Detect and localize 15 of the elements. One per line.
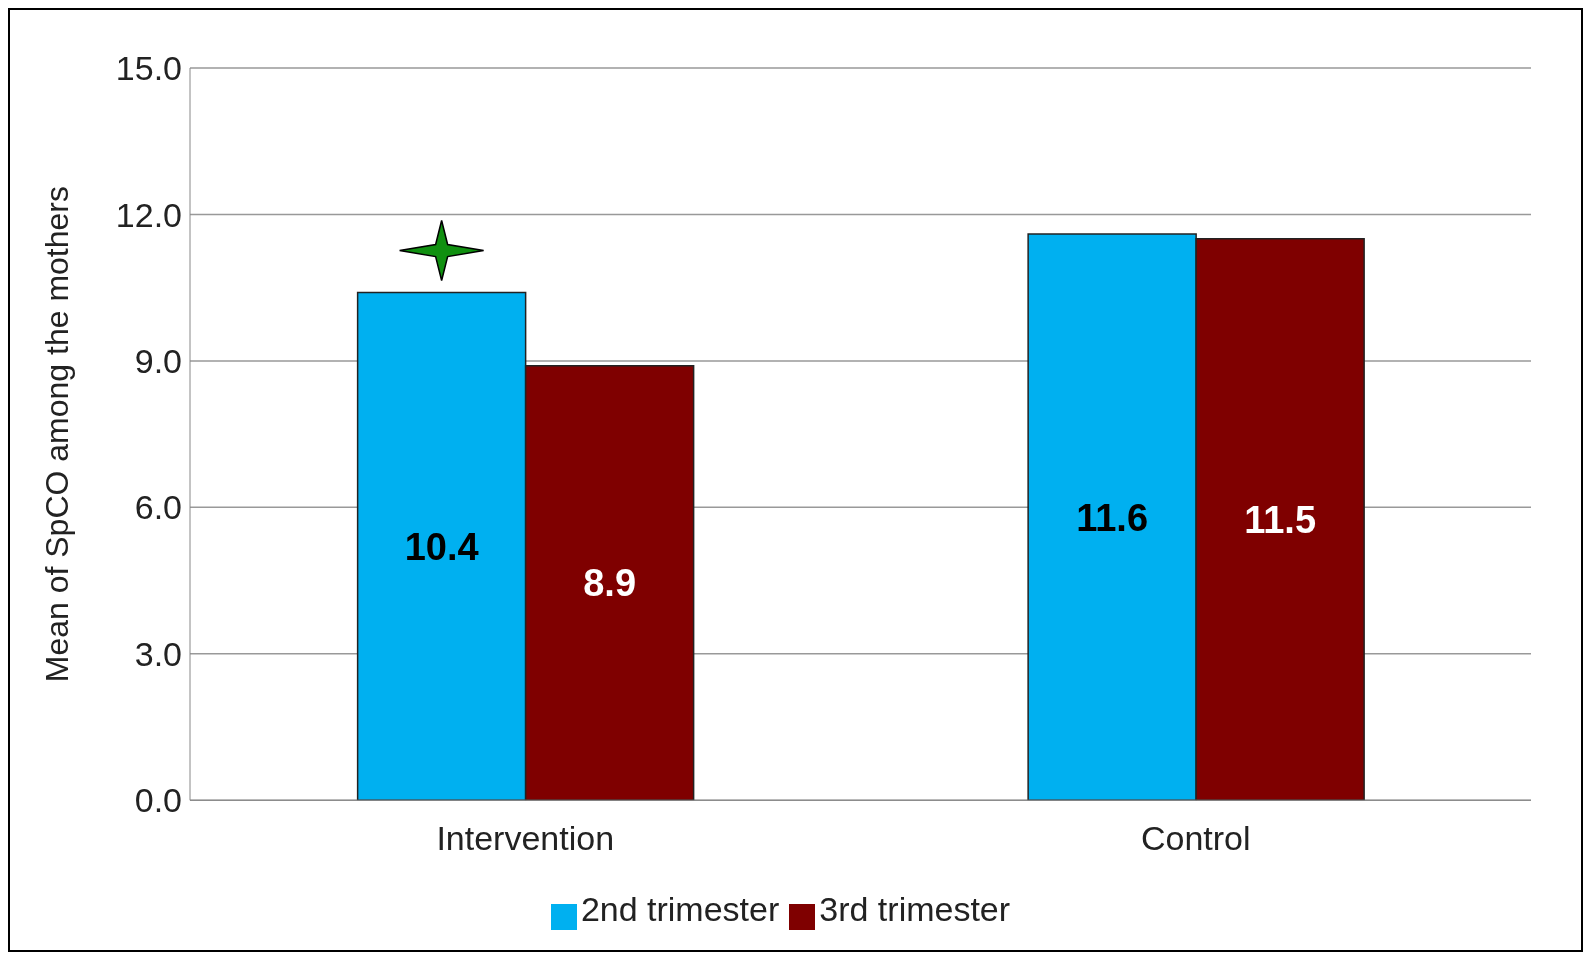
y-tick-label: 12.0	[115, 195, 182, 234]
x-tick-label: Intervention	[436, 819, 615, 858]
x-tick-label: Control	[1140, 819, 1251, 858]
y-tick-label: 6.0	[134, 488, 182, 527]
legend-label: 3rd trimester	[819, 890, 1011, 929]
legend-label: 2nd trimester	[580, 890, 780, 929]
data-label: 11.6	[1076, 496, 1149, 539]
data-label: 10.4	[404, 525, 479, 568]
y-tick-label: 15.0	[115, 49, 182, 88]
y-axis-title: Mean of SpCO among the mothers	[39, 185, 76, 683]
y-tick-label: 9.0	[134, 341, 182, 380]
y-tick-label: 0.0	[134, 781, 182, 820]
data-label: 11.5	[1244, 499, 1317, 542]
data-label: 8.9	[583, 562, 637, 605]
y-tick-label: 3.0	[134, 634, 182, 673]
